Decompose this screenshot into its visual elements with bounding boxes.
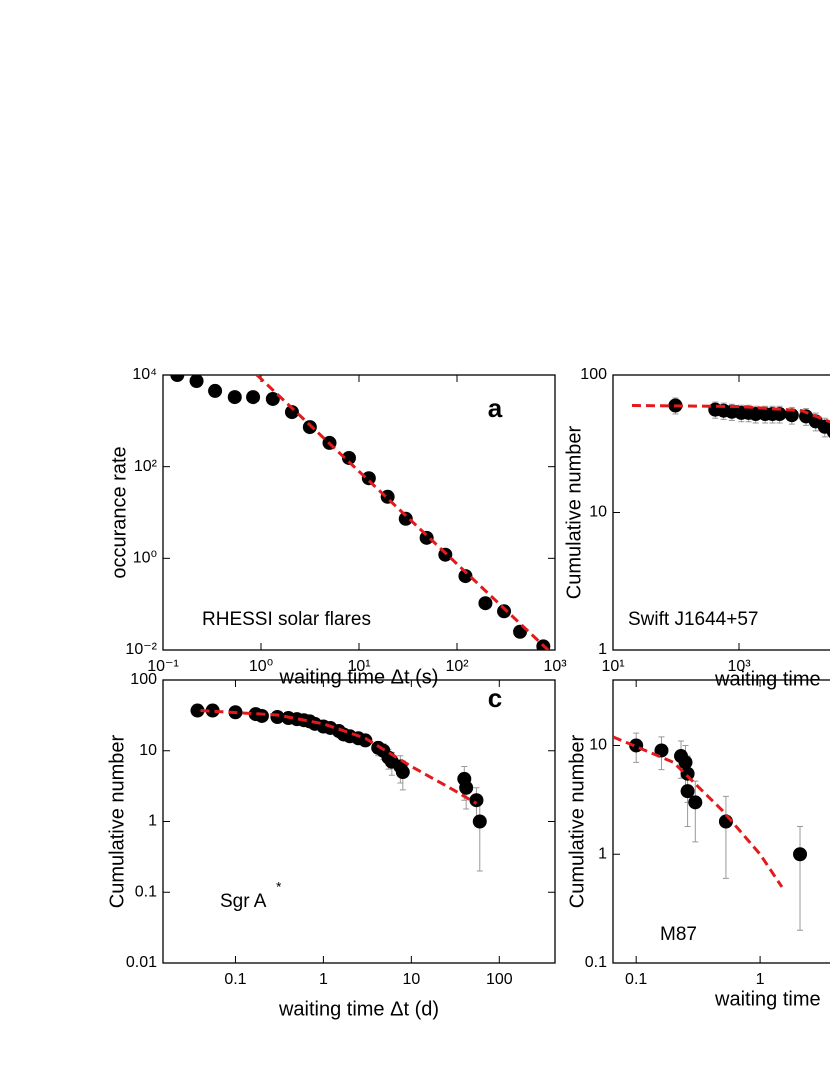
- data-point: [784, 408, 799, 423]
- y-tick-label: 10⁰: [133, 550, 157, 567]
- data-point: [398, 511, 413, 526]
- data-point: [227, 390, 242, 405]
- x-tick-label: 10²: [445, 658, 469, 675]
- data-point: [654, 743, 669, 758]
- y-tick-label: 0.1: [135, 883, 157, 900]
- data-point: [341, 450, 356, 465]
- y-tick-label: 100: [130, 671, 157, 688]
- panel: 10⁻¹ 10⁰ 10¹ 10² 10³ 10⁻² 10⁰ 10² 10⁴ waiting tim…: [108, 366, 567, 688]
- data-point: [284, 405, 299, 420]
- y-tick-label: 1: [598, 845, 607, 862]
- plot-frame: [612, 679, 830, 964]
- data-point: [459, 780, 474, 795]
- data-point: [170, 375, 185, 382]
- data-point: [265, 391, 280, 406]
- panel: 0.1 1 0.1 1 10 waiting time Cumulative number M…: [566, 679, 830, 1010]
- x-tick-label: 10: [402, 971, 420, 988]
- y-tick-label: 0.1: [585, 954, 607, 971]
- data-point: [358, 733, 373, 748]
- annotation: a: [488, 393, 503, 423]
- data-point: [246, 390, 261, 405]
- error-bar: [797, 825, 804, 931]
- annotation: Swift J1644+57: [628, 609, 758, 630]
- data-point: [678, 755, 693, 770]
- data-point: [361, 471, 376, 486]
- fit-line: [255, 375, 550, 650]
- data-point: [688, 795, 703, 810]
- x-tick-label: 10³: [543, 658, 567, 675]
- data-point: [497, 604, 512, 619]
- data-point: [395, 765, 410, 780]
- data-point: [772, 407, 787, 422]
- y-tick-label: 10⁻²: [125, 641, 157, 658]
- data-point: [680, 766, 695, 781]
- plot-area: [613, 732, 808, 931]
- y-axis-label: occurance rate: [108, 446, 130, 578]
- annotation: c: [488, 683, 502, 713]
- x-tick-label: 10⁰: [249, 658, 273, 675]
- plot-area: [170, 375, 551, 650]
- data-point: [793, 847, 808, 862]
- data-point: [478, 596, 493, 611]
- error-bar: [722, 795, 729, 879]
- annotation: M87: [660, 924, 697, 945]
- data-point: [458, 569, 473, 584]
- y-tick-label: 10: [589, 504, 607, 521]
- x-tick-label: 10⁻¹: [147, 658, 179, 675]
- data-point: [190, 703, 205, 718]
- data-point: [254, 708, 269, 723]
- plot-area: [190, 703, 487, 872]
- y-tick-label: 10: [139, 742, 157, 759]
- data-point: [472, 814, 487, 829]
- x-tick-label: 0.1: [625, 971, 647, 988]
- fit-line: [631, 404, 830, 424]
- data-point: [419, 530, 434, 545]
- x-tick-label: 10³: [727, 658, 751, 675]
- data-point: [205, 703, 220, 718]
- y-tick-label: 10⁴: [132, 366, 157, 383]
- y-tick-label: 1: [148, 813, 157, 830]
- x-tick-label: 1: [756, 971, 765, 988]
- y-axis-label: Cumulative number: [566, 734, 588, 908]
- x-tick-label: 0.1: [224, 971, 246, 988]
- error-bar: [476, 802, 483, 872]
- x-axis-label: waiting time Δt (d): [278, 998, 439, 1020]
- fit-line: [613, 735, 784, 888]
- y-tick-label: 100: [580, 366, 607, 383]
- data-point: [302, 420, 317, 435]
- x-tick-label: 1: [319, 971, 328, 988]
- x-tick-label: 10¹: [347, 658, 370, 675]
- x-tick-label: 10¹: [601, 658, 624, 675]
- y-tick-label: 0.01: [126, 954, 157, 971]
- y-tick-label: 10²: [134, 458, 158, 475]
- x-axis-label: waiting time: [714, 668, 821, 690]
- y-axis-label: Cumulative number: [106, 734, 128, 908]
- fit-line: [200, 709, 478, 805]
- annotation: *: [276, 879, 282, 895]
- data-point: [189, 375, 204, 388]
- plot-area: [631, 397, 830, 438]
- x-tick-label: 100: [486, 971, 513, 988]
- x-axis-label: waiting time Δt (s): [279, 666, 439, 688]
- data-point: [469, 793, 484, 808]
- annotation: RHESSI solar flares: [202, 609, 371, 630]
- data-point: [826, 426, 830, 438]
- panel: 0.1 1 10 100 0.01 0.1 1 10 100 waiting time Δt (d…: [106, 671, 556, 1020]
- data-point: [680, 784, 695, 799]
- plot-frame: [162, 679, 556, 964]
- annotation: Sgr A: [220, 891, 267, 912]
- y-tick-label: 1: [598, 641, 607, 658]
- data-point: [817, 419, 830, 434]
- y-tick-label: 10: [589, 737, 607, 754]
- y-axis-label: Cumulative number: [563, 425, 585, 599]
- x-axis-label: waiting time: [714, 988, 821, 1010]
- data-point: [208, 383, 223, 398]
